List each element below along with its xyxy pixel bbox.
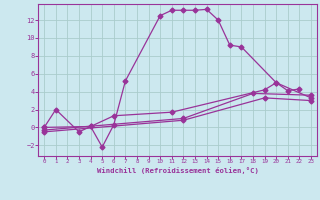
X-axis label: Windchill (Refroidissement éolien,°C): Windchill (Refroidissement éolien,°C) [97,167,259,174]
